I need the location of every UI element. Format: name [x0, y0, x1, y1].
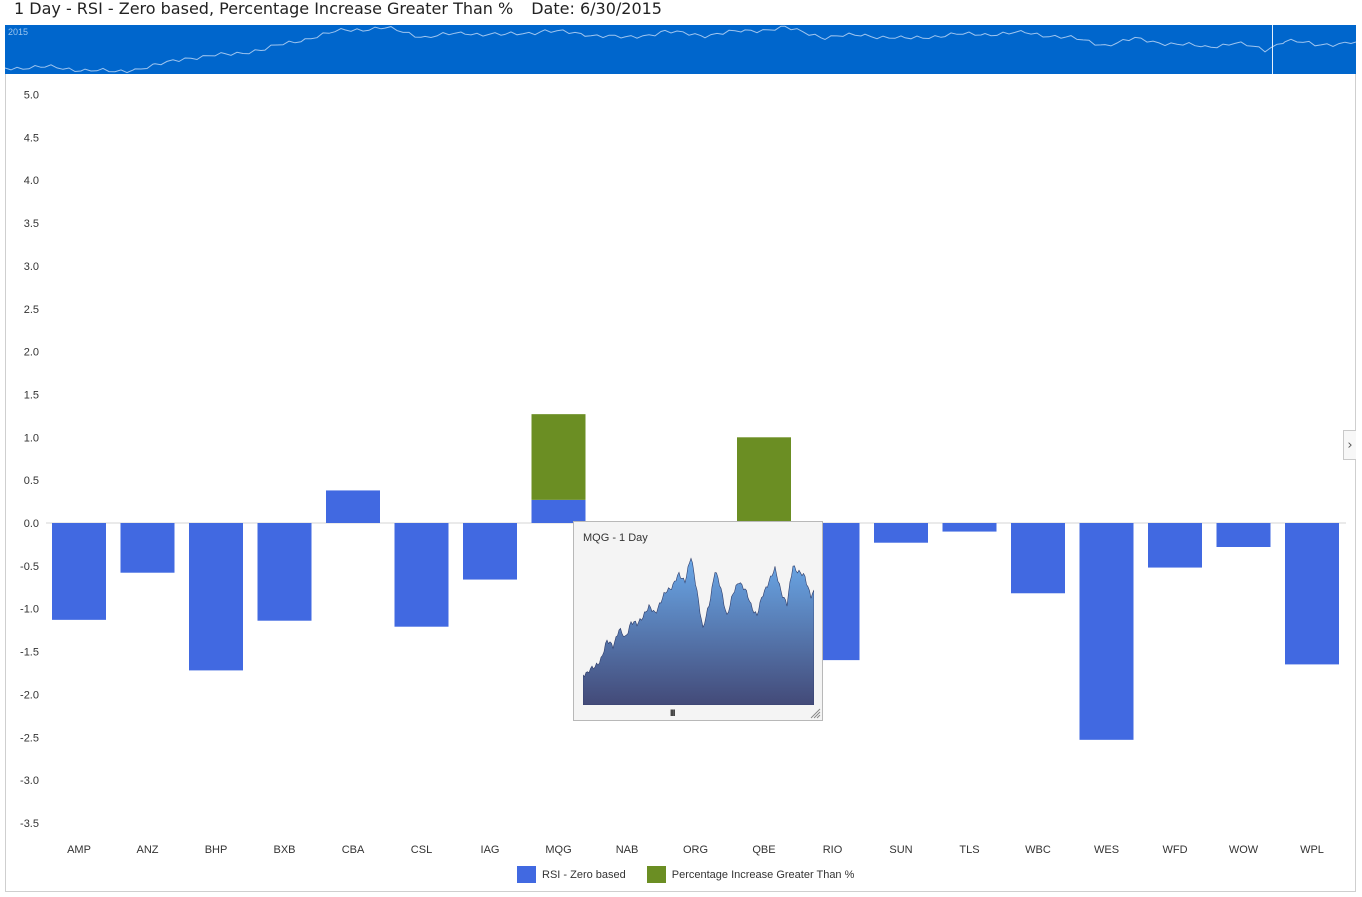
y-tick-label: 0.0 [24, 518, 39, 530]
x-tick-label: QBE [752, 844, 775, 856]
y-tick-label: -1.5 [20, 647, 39, 659]
y-tick-label: -1.0 [20, 604, 39, 616]
chevron-right-icon: › [1347, 437, 1353, 453]
x-tick-label: NAB [616, 844, 639, 856]
y-tick-label: 1.0 [24, 432, 39, 444]
bar-wow-series-0[interactable] [1216, 523, 1271, 547]
bar-wfd-series-0[interactable] [1148, 523, 1202, 568]
bar-iag-series-0[interactable] [463, 523, 517, 580]
y-tick-label: 2.5 [24, 304, 39, 316]
bar-qbe-series-1[interactable] [737, 437, 791, 523]
legend-label-rsi: RSI - Zero based [542, 868, 626, 881]
legend-item-rsi[interactable]: RSI - Zero based [517, 866, 626, 883]
chart-area: 5.0 4.5 4.0 3.5 3.0 2.5 2.0 1.5 1.0 0.5 0.0 -0.5 -1.… [5, 74, 1356, 892]
mini-chart-popup[interactable]: MQG - 1 Day III [573, 521, 823, 721]
bar-csl-series-0[interactable] [394, 523, 449, 627]
popup-title: MQG - 1 Day [583, 532, 648, 544]
y-tick-label: 3.5 [24, 218, 39, 230]
bar-bhp-series-0[interactable] [189, 523, 243, 671]
bar-chart: 5.0 4.5 4.0 3.5 3.0 2.5 2.0 1.5 1.0 0.5 0.0 -0.5 -1.… [20, 90, 1346, 856]
x-tick-label: RIO [823, 844, 843, 856]
popup-area-chart [583, 557, 814, 705]
bar-wbc-series-0[interactable] [1011, 523, 1065, 594]
x-tick-label: WOW [1229, 844, 1259, 856]
popup-drag-grip[interactable]: III [670, 708, 675, 718]
chart-legend: RSI - Zero based Percentage Increase Gre… [517, 866, 875, 883]
y-tick-label: -0.5 [20, 561, 39, 573]
legend-item-percentage[interactable]: Percentage Increase Greater Than % [646, 866, 855, 883]
legend-swatch-percentage [646, 866, 666, 883]
y-tick-label: 4.5 [24, 132, 39, 144]
x-tick-label: ANZ [137, 844, 159, 856]
y-tick-label: 4.0 [24, 175, 39, 187]
y-tick-label: 1.5 [24, 389, 39, 401]
bar-mqg-series-0[interactable] [531, 499, 586, 523]
x-tick-label: WES [1094, 844, 1119, 856]
y-tick-label: 2.0 [24, 347, 39, 359]
x-tick-label: BHP [205, 844, 228, 856]
x-tick-label: SUN [889, 844, 912, 856]
chart-title: 1 Day - RSI - Zero based, Percentage Inc… [14, 0, 662, 18]
x-tick-label: AMP [67, 844, 91, 856]
popup-area-series [583, 557, 814, 705]
bar-tls-series-0[interactable] [942, 523, 997, 532]
y-tick-label: 3.0 [24, 261, 39, 273]
bar-bxb-series-0[interactable] [257, 523, 312, 621]
bar-amp-series-0[interactable] [52, 523, 106, 620]
navigator-line [5, 25, 1356, 74]
y-tick-label: -3.0 [20, 775, 39, 787]
x-tick-label: IAG [481, 844, 500, 856]
legend-swatch-rsi [517, 866, 536, 883]
bar-wes-series-0[interactable] [1079, 523, 1134, 740]
bar-wpl-series-0[interactable] [1285, 523, 1339, 665]
resize-handle-icon[interactable] [809, 707, 821, 719]
x-tick-label: MQG [545, 844, 571, 856]
bar-sun-series-0[interactable] [874, 523, 928, 543]
x-tick-label: BXB [273, 844, 295, 856]
expand-panel-button[interactable]: › [1343, 430, 1356, 460]
bar-anz-series-0[interactable] [120, 523, 175, 573]
x-tick-label: WFD [1162, 844, 1187, 856]
navigator-year-label: 2015 [8, 27, 29, 37]
bar-cba-series-0[interactable] [326, 490, 380, 523]
date-text: Date: 6/30/2015 [531, 0, 662, 18]
x-tick-label: TLS [959, 844, 979, 856]
x-tick-label: CBA [342, 844, 365, 856]
x-tick-label: WPL [1300, 844, 1324, 856]
navigator-handle[interactable] [1272, 25, 1273, 74]
y-tick-label: -2.0 [20, 689, 39, 701]
navigator-sparkline [5, 25, 1356, 74]
x-tick-label: ORG [683, 844, 708, 856]
bar-mqg-series-1[interactable] [531, 414, 586, 500]
range-navigator[interactable]: 2015 [5, 25, 1356, 74]
x-tick-label: WBC [1025, 844, 1051, 856]
y-tick-label: 0.5 [24, 475, 39, 487]
x-tick-label: CSL [411, 844, 432, 856]
legend-label-percentage: Percentage Increase Greater Than % [671, 868, 855, 881]
title-text: 1 Day - RSI - Zero based, Percentage Inc… [14, 0, 514, 18]
y-tick-label: 5.0 [24, 90, 39, 102]
y-tick-label: -3.5 [20, 818, 39, 830]
y-tick-label: -2.5 [20, 732, 39, 744]
